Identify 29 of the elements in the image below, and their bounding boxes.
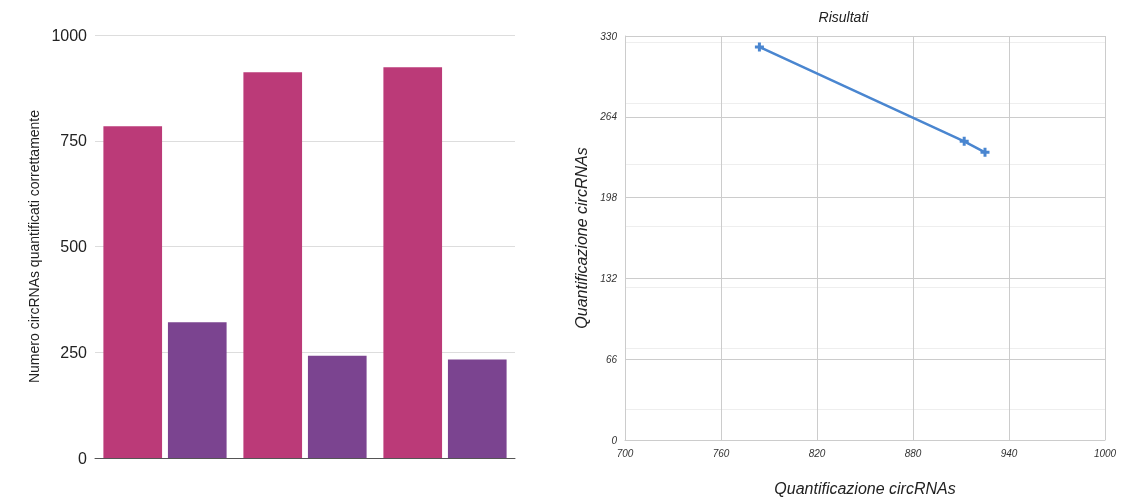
y-tick-label: 1000 [51, 26, 88, 44]
x-tick-label: 820 [808, 447, 826, 459]
x-tick-label: 1000 [1093, 447, 1117, 459]
y-tick-label: 198 [600, 192, 618, 204]
y-tick-label: 0 [78, 449, 88, 467]
x-axis-title: Quantificazione circRNAs [774, 479, 956, 497]
bar [103, 126, 163, 458]
point [959, 136, 969, 146]
bar [307, 355, 367, 458]
y-tick-label: 0 [611, 434, 618, 446]
bar [383, 67, 443, 458]
y-tick-label: 250 [60, 343, 88, 361]
y-tick-label: 264 [599, 111, 618, 123]
x-tick-label: 760 [712, 447, 730, 459]
y-axis-title: Numero circRNAs quantificati correttamente [25, 109, 42, 384]
y-tick-label: 330 [600, 30, 618, 42]
x-tick-label: 700 [616, 447, 634, 459]
x-tick-label: 880 [904, 447, 922, 459]
y-tick-label: 500 [60, 238, 88, 255]
y-axis-title: Quantificazione circRNAs [572, 147, 590, 329]
y-tick-label: 132 [600, 272, 618, 284]
y-tick-label: 750 [60, 132, 88, 150]
bar [243, 72, 303, 458]
bar [447, 359, 507, 458]
chart-title: Risultati [818, 9, 870, 25]
point [754, 42, 764, 52]
bar [167, 322, 227, 458]
x-tick-label: 940 [1000, 447, 1018, 459]
y-tick-label: 66 [605, 353, 618, 365]
